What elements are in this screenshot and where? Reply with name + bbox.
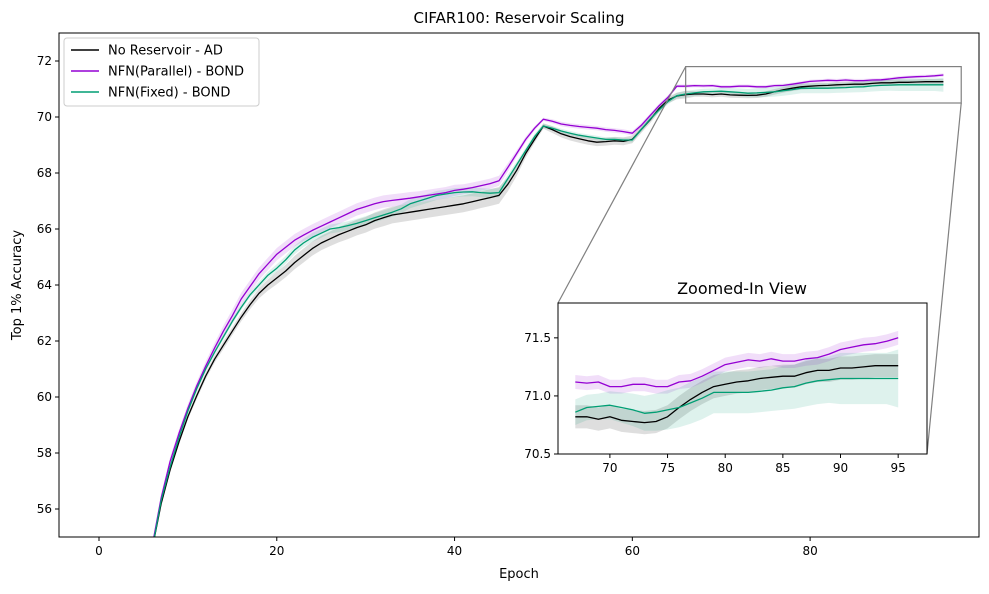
zoom-connector-right [926, 102, 962, 455]
inset-x-tick-label: 70 [602, 461, 617, 475]
main-y-tick-label: 60 [37, 390, 52, 404]
zoom-region-box [685, 65, 962, 104]
main-y-ticks: 56 58 60 62 64 66 68 70 72 [37, 54, 59, 516]
inset-x-tick-label: 75 [660, 461, 675, 475]
legend-items: No Reservoir - AD NFN(Parallel) - BOND NFN… [71, 44, 244, 101]
inset-line-nfn-fixed-bond [575, 377, 899, 414]
main-x-tick-label: 0 [95, 544, 103, 558]
x-axis-label: Epoch [499, 567, 539, 582]
main-y-tick-label: 72 [37, 54, 52, 68]
inset-line-nfn-parallel-bond [575, 337, 899, 388]
legend: No Reservoir - AD NFN(Parallel) - BOND NFN… [63, 37, 260, 107]
main-y-tick-label: 58 [37, 446, 52, 460]
inset-y-tick-label: 70.5 [524, 447, 551, 461]
inset-chart: 70 75 80 85 90 95 70.5 71.0 71.5 Zoomed-In View [524, 279, 928, 475]
legend-label-no-reservoir-ad: No Reservoir - AD [108, 44, 223, 59]
legend-box [63, 37, 260, 107]
inset-x-ticks: 70 75 80 85 90 95 [602, 454, 906, 475]
legend-label-nfn-fixed-bond: NFN(Fixed) - BOND [108, 86, 230, 101]
main-x-tick-label: 40 [447, 544, 462, 558]
main-y-tick-label: 68 [37, 166, 52, 180]
main-x-tick-label: 20 [269, 544, 284, 558]
inset-y-tick-label: 71.5 [524, 331, 551, 345]
y-axis-label: Top 1% Accuracy [10, 230, 25, 341]
inset-x-tick-label: 90 [833, 461, 848, 475]
inset-plot-frame [557, 302, 928, 455]
chart-title: CIFAR100: Reservoir Scaling [414, 9, 625, 27]
main-y-tick-label: 62 [37, 334, 52, 348]
main-line-group [153, 74, 944, 537]
main-y-tick-label: 70 [37, 110, 52, 124]
inset-line-no-reservoir-ad [575, 365, 899, 424]
main-x-ticks: 0 20 40 60 80 [95, 537, 818, 558]
inset-x-tick-label: 80 [718, 461, 733, 475]
main-y-tick-label: 66 [37, 222, 52, 236]
main-x-tick-label: 60 [625, 544, 640, 558]
main-line-no-reservoir-ad [153, 81, 944, 537]
main-line-nfn-parallel-bond [153, 74, 944, 537]
zoom-connector-left [557, 66, 687, 304]
inset-x-tick-label: 85 [775, 461, 790, 475]
inset-x-tick-label: 95 [891, 461, 906, 475]
main-y-tick-label: 64 [37, 278, 52, 292]
main-y-tick-label: 56 [37, 502, 52, 516]
legend-label-nfn-parallel-bond: NFN(Parallel) - BOND [108, 65, 244, 80]
inset-y-ticks: 70.5 71.0 71.5 [524, 331, 558, 461]
inset-band-no-reservoir-ad [575, 354, 899, 435]
zoom-connectors [557, 65, 962, 455]
inset-title: Zoomed-In View [677, 279, 807, 298]
inset-line-group [575, 337, 899, 424]
main-x-tick-label: 80 [802, 544, 817, 558]
inset-y-tick-label: 71.0 [524, 389, 551, 403]
main-line-nfn-fixed-bond [153, 84, 944, 537]
